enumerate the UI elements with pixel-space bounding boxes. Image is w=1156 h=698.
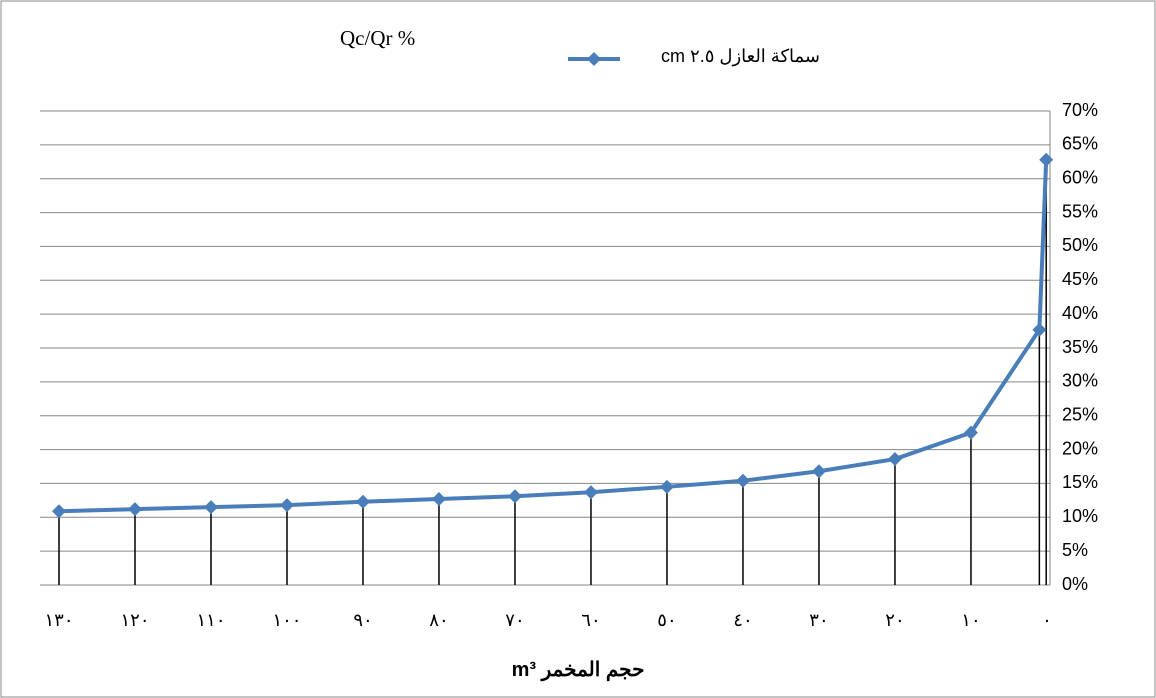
x-tick-label: ٣٠: [809, 610, 828, 630]
data-point: [127, 502, 142, 517]
data-point: [203, 500, 218, 515]
data-point: [507, 489, 522, 504]
x-tick-label: ٥٠: [657, 610, 676, 630]
x-tick-label: ٨٠: [429, 610, 448, 630]
y-tick-label: 30%: [1062, 371, 1098, 391]
data-point: [963, 425, 978, 440]
legend-label: سماكة العازل ٢.٥ cm: [661, 46, 820, 66]
x-tick-label: ١٠٠: [272, 610, 301, 630]
data-point: [659, 479, 674, 494]
x-axis-label: حجم المخمر m³: [511, 659, 645, 681]
y-tick-label: 35%: [1062, 337, 1098, 357]
x-tick-label: ١٠: [961, 610, 980, 630]
y-tick-label: 15%: [1062, 472, 1098, 492]
y-tick-label: 55%: [1062, 201, 1098, 221]
legend-marker: [587, 52, 601, 66]
y-tick-label: 45%: [1062, 269, 1098, 289]
data-point: [811, 464, 826, 479]
x-tick-label: ٦٠: [581, 610, 600, 630]
y-tick-label: 20%: [1062, 438, 1098, 458]
data-point: [1032, 322, 1047, 337]
y-tick-label: 10%: [1062, 506, 1098, 526]
x-tick-label: ٠: [1042, 610, 1052, 630]
y-tick-label: 60%: [1062, 167, 1098, 187]
y-tick-label: 70%: [1062, 100, 1098, 120]
chart-title: Qc/Qr %: [340, 26, 416, 50]
data-point: [735, 473, 750, 488]
x-tick-label: ١٣٠: [44, 610, 73, 630]
data-point: [887, 452, 902, 467]
y-tick-label: 0%: [1062, 574, 1088, 594]
data-point: [431, 492, 446, 507]
x-tick-label: ٢٠: [885, 610, 904, 630]
y-tick-label: 65%: [1062, 134, 1098, 154]
data-point: [583, 485, 598, 500]
y-tick-label: 5%: [1062, 540, 1088, 560]
x-tick-label: ١٢٠: [120, 610, 149, 630]
x-tick-label: ٧٠: [505, 610, 524, 630]
y-tick-label: 25%: [1062, 404, 1098, 424]
data-point: [51, 504, 66, 519]
data-point: [279, 498, 294, 513]
y-tick-label: 40%: [1062, 303, 1098, 323]
data-point: [355, 494, 370, 509]
data-point: [1039, 152, 1054, 167]
x-tick-label: ٤٠: [733, 610, 752, 630]
x-tick-label: ٩٠: [353, 610, 372, 630]
x-tick-label: ١١٠: [196, 610, 225, 630]
y-tick-label: 50%: [1062, 235, 1098, 255]
